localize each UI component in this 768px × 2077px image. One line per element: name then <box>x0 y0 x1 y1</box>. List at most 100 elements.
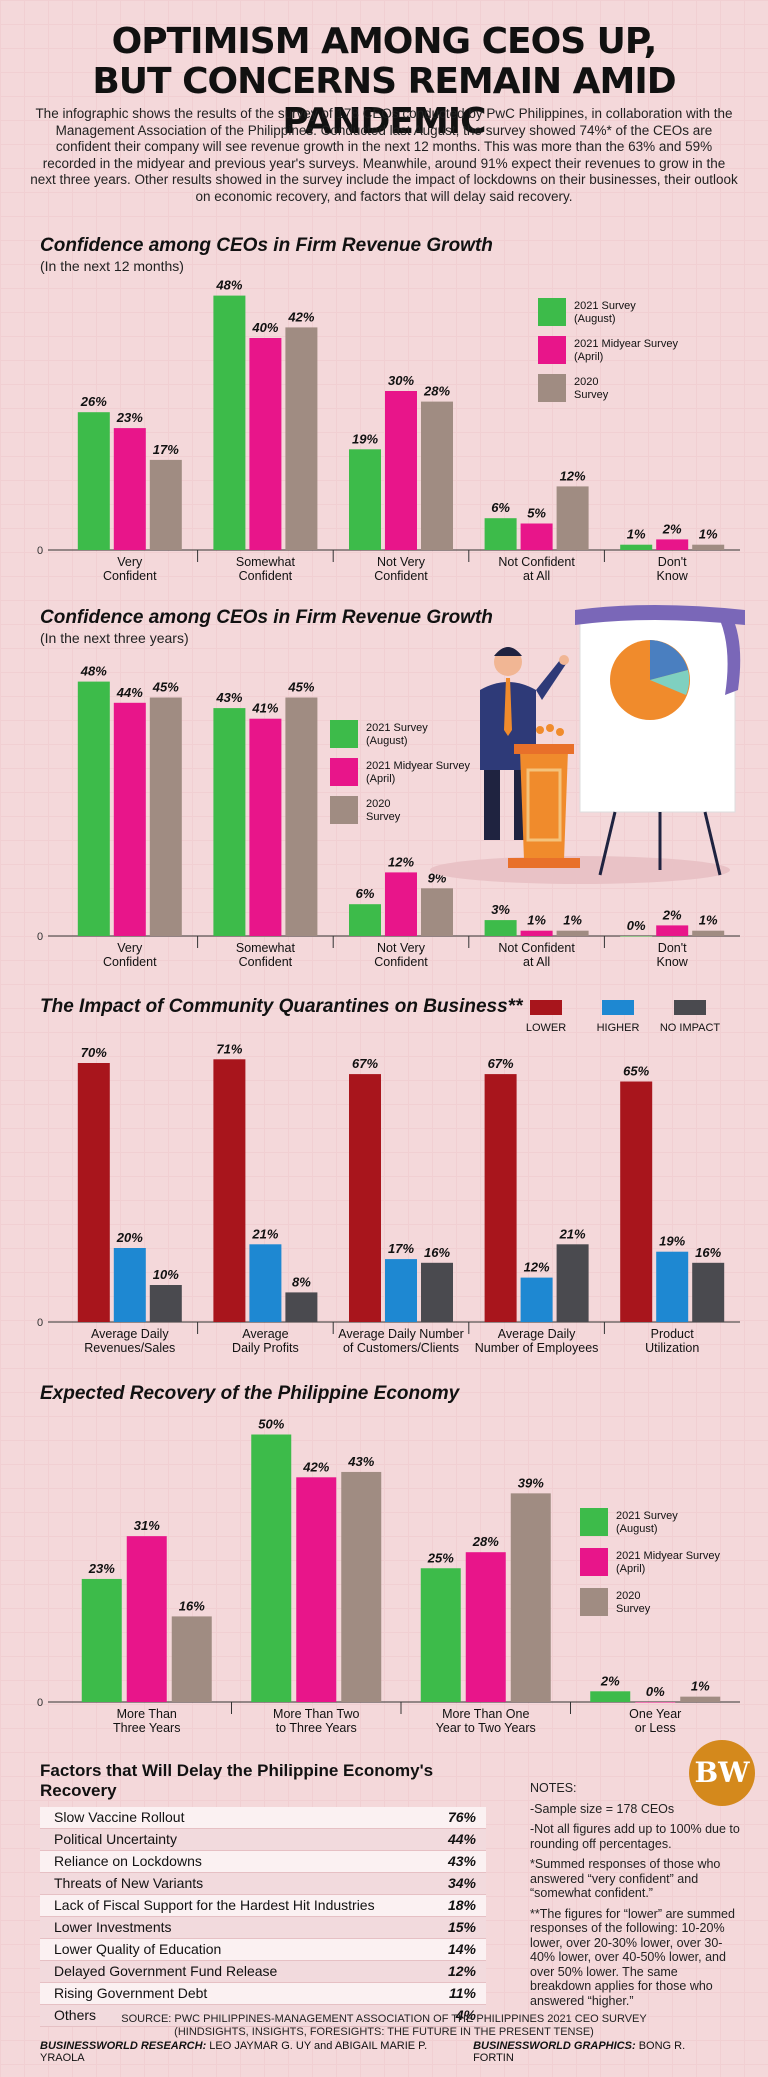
data-label: 1% <box>527 913 546 928</box>
microphone-icon-2 <box>546 724 554 732</box>
data-label: 2% <box>662 907 682 922</box>
data-label: 40% <box>251 320 278 335</box>
factors-title: Factors that Will Delay the Philippine E… <box>40 1761 434 1800</box>
factor-value: 14% <box>447 1941 476 1957</box>
bar <box>249 338 282 550</box>
graphics-names: BONG R. FORTIN <box>473 2040 686 2064</box>
category-label: Confident <box>239 955 293 969</box>
presenter-hair <box>494 647 522 656</box>
data-label: 43% <box>215 690 242 705</box>
microphone-icon <box>536 726 544 734</box>
legend-swatch <box>674 1000 706 1015</box>
data-label: 67% <box>352 1056 378 1071</box>
presenter-tie <box>504 678 512 736</box>
title-line-1: OPTIMISM AMONG CEOS UP, <box>111 21 658 62</box>
bar <box>484 1074 517 1322</box>
y-zero-label: 0 <box>37 545 43 557</box>
bar <box>420 1568 461 1702</box>
legend-label-line2: (April) <box>366 773 395 785</box>
title-line-2: BUT CONCERNS REMAIN AMID PANDEMIC <box>92 61 676 142</box>
data-label: 26% <box>80 394 107 409</box>
category-label: Somewhat <box>236 941 296 955</box>
y-zero-label: 0 <box>37 1317 43 1329</box>
factor-label: Rising Government Debt <box>54 1985 208 2001</box>
bar <box>692 1262 725 1322</box>
research-names: LEO JAYMAR G. UY and ABIGAIL MARIE P. YR… <box>40 2040 428 2064</box>
notes: NOTES: -Sample size = 178 CEOs -Not all … <box>530 1781 742 2014</box>
data-label: 8% <box>292 1274 311 1289</box>
legend-swatch <box>538 336 566 364</box>
category-label: Daily Profits <box>232 1341 299 1355</box>
category-label: Not Very <box>377 555 426 569</box>
legend-swatch <box>538 298 566 326</box>
intro-text: The infographic shows the results of the… <box>30 106 738 204</box>
data-label: 19% <box>659 1234 685 1249</box>
note-4: **The figures for “lower” are summed res… <box>530 1906 735 2008</box>
source: SOURCE: PWC PHILIPPINES-MANAGEMENT ASSOC… <box>0 2013 768 2039</box>
data-label: 25% <box>427 1550 454 1565</box>
category-label: Not Confident <box>498 555 575 569</box>
bar <box>556 930 589 936</box>
note-2: -Not all figures add up to 100% due to r… <box>530 1822 740 1851</box>
factor-label: Threats of New Variants <box>54 1875 204 1891</box>
bar <box>251 1434 292 1702</box>
presenter-hand <box>559 655 569 665</box>
legend-label-line2: (August) <box>616 1523 658 1535</box>
legend-swatch <box>538 374 566 402</box>
category-label: Confident <box>103 569 157 583</box>
category-label: of Customers/Clients <box>343 1341 459 1355</box>
credits: BUSINESSWORLD RESEARCH: LEO JAYMAR G. UY… <box>40 2040 728 2064</box>
category-label: Confident <box>103 955 157 969</box>
bar <box>81 1578 122 1702</box>
data-label: 28% <box>472 1534 499 1549</box>
factor-row: Lower Quality of Education 14% <box>40 1939 486 1961</box>
bar <box>341 1471 382 1702</box>
bar <box>113 1248 146 1322</box>
legend-label-line2: Survey <box>616 1603 651 1615</box>
podium-panel <box>526 768 562 842</box>
category-label: Year to Two Years <box>436 1721 536 1735</box>
bar <box>620 544 653 550</box>
legend-label: 2020 <box>366 798 390 810</box>
factor-row: Lower Investments 15% <box>40 1917 486 1939</box>
factor-row: Reliance on Lockdowns 43% <box>40 1851 486 1873</box>
data-label: 23% <box>116 410 143 425</box>
bar <box>556 486 589 550</box>
factor-label: Slow Vaccine Rollout <box>54 1809 185 1825</box>
data-label: 16% <box>695 1245 721 1260</box>
legend-label: HIGHER <box>597 1022 640 1034</box>
bar <box>296 1477 337 1702</box>
data-label: 71% <box>216 1041 242 1056</box>
data-label: 5% <box>527 506 546 521</box>
category-label: More Than <box>117 1707 177 1721</box>
y-zero-label: 0 <box>37 931 43 943</box>
category-label: Not Confident <box>498 941 575 955</box>
category-label: or Less <box>635 1721 676 1735</box>
category-label: Confident <box>239 569 293 583</box>
factor-value: 76% <box>447 1809 476 1825</box>
category-label: at All <box>523 569 550 583</box>
y-zero-label: 0 <box>37 1697 43 1709</box>
factor-value: 18% <box>447 1897 476 1913</box>
legend-label: 2021 Survey <box>616 1510 678 1522</box>
factor-row: Delayed Government Fund Release 12% <box>40 1961 486 1983</box>
bar <box>484 920 517 936</box>
legend-swatch <box>580 1548 608 1576</box>
bar <box>484 518 517 550</box>
data-label: 31% <box>134 1518 160 1533</box>
note-3: *Summed responses of those who answered … <box>530 1857 721 1900</box>
bar <box>126 1536 167 1702</box>
bar <box>171 1616 212 1702</box>
source-line-2: (HINDSIGHTS, INSIGHTS, FORESIGHTS: THE F… <box>174 2026 594 2038</box>
category-label: Very <box>117 941 143 955</box>
category-label: at All <box>523 955 550 969</box>
data-label: 21% <box>251 1226 278 1241</box>
factor-value: 44% <box>447 1831 476 1847</box>
bar <box>77 412 110 550</box>
data-label: 17% <box>388 1241 414 1256</box>
bar <box>385 872 417 936</box>
data-label: 42% <box>287 309 314 324</box>
bar <box>285 327 318 550</box>
factor-label: Lack of Fiscal Support for the Hardest H… <box>54 1897 375 1913</box>
